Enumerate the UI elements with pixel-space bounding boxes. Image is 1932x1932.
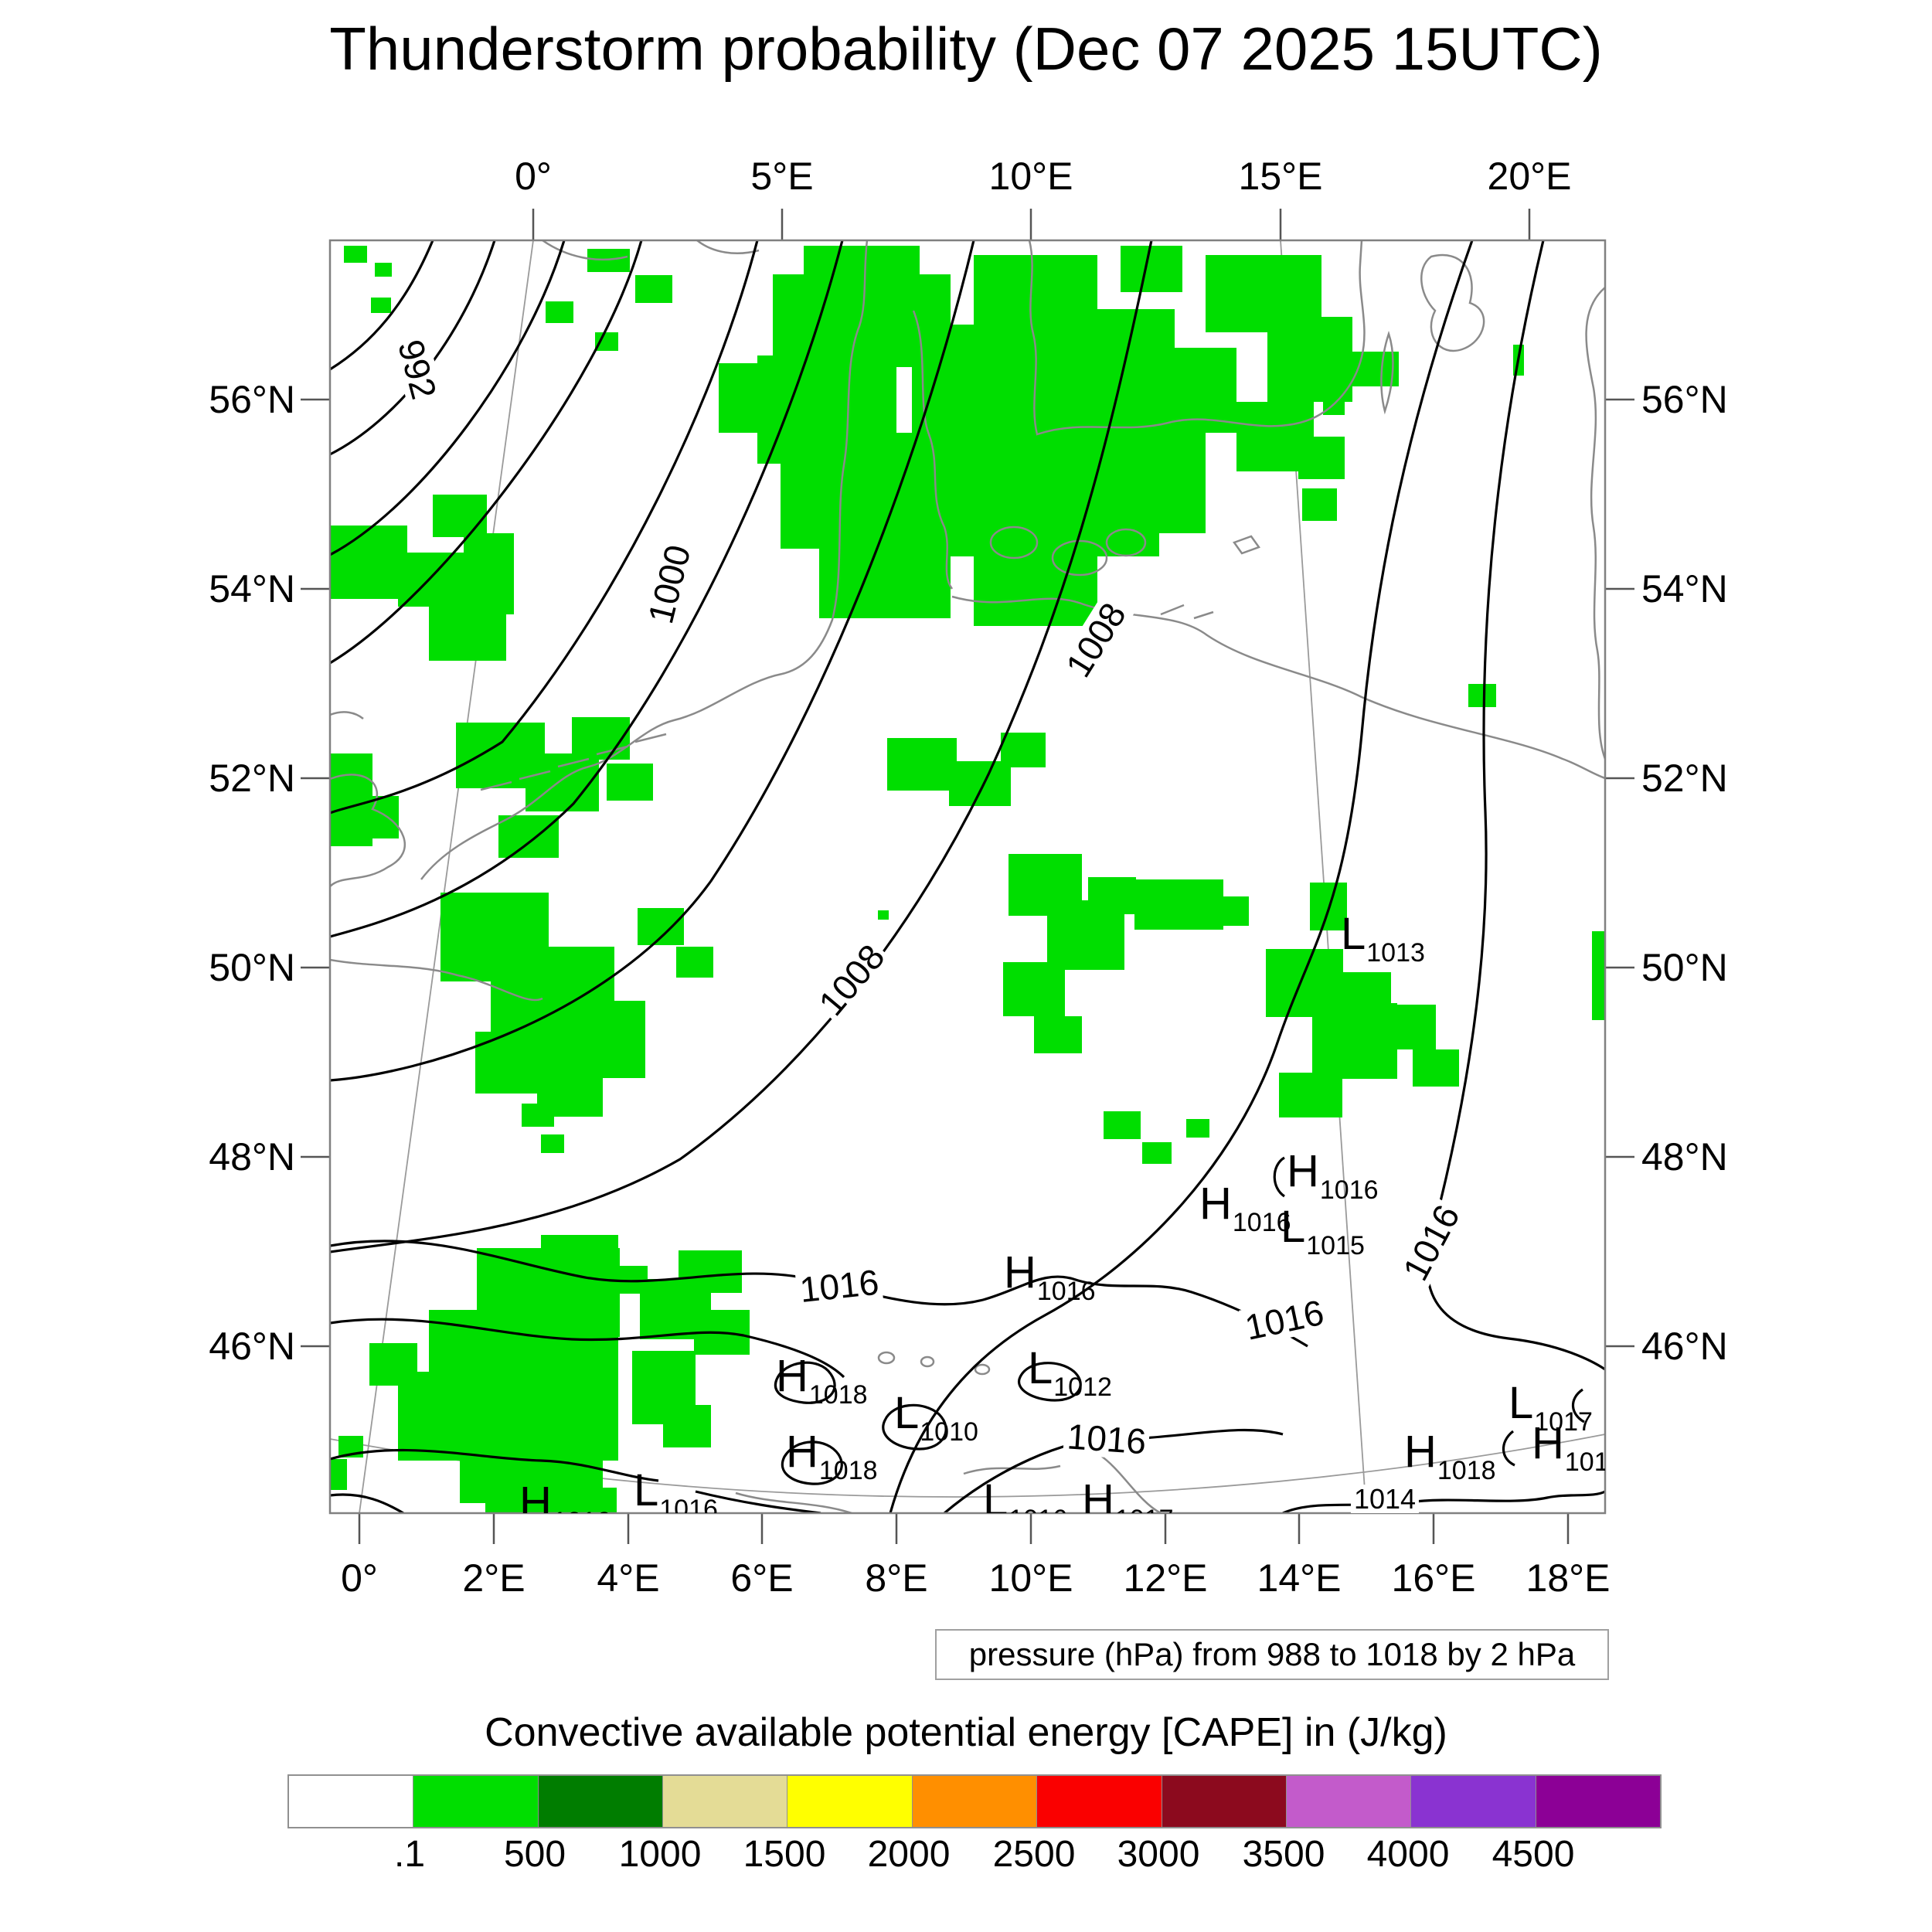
bottom-axis-label: 4°E [597, 1556, 660, 1600]
pressure-marker: H1016 [1004, 1247, 1096, 1306]
pressure-marker: L1015 [1281, 1202, 1365, 1260]
pressure-marker: H1016 [519, 1478, 611, 1514]
isobar-label: 1016 [1063, 1416, 1151, 1461]
colorbar-tick-label: 4000 [1366, 1834, 1450, 1875]
left-axis-label: 52°N [209, 757, 295, 800]
top-axis-label: 0° [515, 155, 552, 198]
top-axis-label: 20°E [1487, 155, 1572, 198]
isobar-label: 1000 [640, 538, 698, 631]
bottom-axis-label: 10°E [988, 1556, 1073, 1600]
left-axis-label: 56°N [209, 378, 295, 421]
isobar-label: 992 [390, 332, 444, 406]
colorbar-tick-label: 3500 [1242, 1834, 1325, 1875]
isobar-label: 1008 [1057, 594, 1134, 686]
colorbar-tick-label: 2500 [992, 1834, 1076, 1875]
colorbar-cell [538, 1776, 664, 1827]
isobar-label: 1016 [794, 1262, 884, 1310]
colorbar-tick-label: 500 [503, 1834, 566, 1875]
top-axis-label: 5°E [750, 155, 814, 198]
pressure-marker: H1018 [1532, 1418, 1605, 1477]
bottom-axis-label: 12°E [1123, 1556, 1208, 1600]
bottom-axis-label: 0° [341, 1556, 378, 1600]
top-axis-label: 15°E [1238, 155, 1323, 198]
pressure-marker: H1018 [1404, 1427, 1496, 1485]
pressure-marker: L1017 [1509, 1378, 1593, 1437]
colorbar-cell [1411, 1776, 1536, 1827]
cape-green-overlay [330, 246, 1605, 1513]
left-axis-label: 50°N [209, 946, 295, 989]
colorbar-cell [663, 1776, 788, 1827]
colorbar-cell [1162, 1776, 1287, 1827]
pressure-marker: H1016 [1199, 1179, 1291, 1237]
pressure-marker: H1018 [786, 1427, 878, 1485]
bottom-axis-label: 2°E [462, 1556, 526, 1600]
colorbar-cell [912, 1776, 1038, 1827]
axis-ticks [301, 209, 1634, 1544]
isobar-label: 1008 [810, 935, 893, 1025]
pressure-marker: L1016 [634, 1465, 718, 1514]
bottom-axis-label: 18°E [1526, 1556, 1611, 1600]
coastlines [330, 240, 1605, 1513]
colorbar-tick-label: 1000 [618, 1834, 702, 1875]
right-axis-label: 46°N [1641, 1325, 1728, 1368]
page-title: Thunderstorm probability (Dec 07 2025 15… [329, 15, 1603, 83]
pressure-marker: L1013 [1341, 909, 1425, 968]
bottom-axis-label: 14°E [1257, 1556, 1342, 1600]
isobar-label: 1014 [1350, 1485, 1420, 1513]
colorbar-cell [1037, 1776, 1162, 1827]
bottom-axis-label: 8°E [865, 1556, 928, 1600]
colorbar-cell [289, 1776, 414, 1827]
colorbar-cell [787, 1776, 913, 1827]
cape-colorbar [287, 1774, 1662, 1828]
right-axis-label: 50°N [1641, 946, 1728, 989]
bottom-axis-label: 6°E [730, 1556, 794, 1600]
right-axis-label: 56°N [1641, 378, 1728, 421]
colorbar-cell [413, 1776, 539, 1827]
top-axis-label: 10°E [988, 155, 1073, 198]
pressure-marker: H1018 [776, 1351, 868, 1410]
map-frame [328, 239, 1607, 1515]
pressure-marker: L1012 [1028, 1343, 1112, 1402]
colorbar-tick-label: .1 [393, 1834, 426, 1875]
right-axis-label: 52°N [1641, 757, 1728, 800]
isobar-label: 1016 [1394, 1196, 1468, 1290]
pressure-note: pressure (hPa) from 988 to 1018 by 2 hPa [935, 1629, 1609, 1680]
pressure-marker: L1016 [983, 1475, 1067, 1514]
right-axis-label: 48°N [1641, 1135, 1728, 1179]
left-axis-label: 54°N [209, 567, 295, 611]
colorbar-cell [1536, 1776, 1660, 1827]
colorbar-cell [1286, 1776, 1412, 1827]
right-axis-label: 54°N [1641, 567, 1728, 611]
left-axis-label: 46°N [209, 1325, 295, 1368]
bottom-axis-label: 16°E [1391, 1556, 1476, 1600]
colorbar-tick-label: 3000 [1117, 1834, 1200, 1875]
legend-title: Convective available potential energy [C… [485, 1710, 1447, 1755]
isobar-label: 1016 [1239, 1292, 1330, 1348]
map-area: 992 1000 1008 1008 1016 1016 1016 1016 1… [330, 240, 1605, 1513]
colorbar-tick-label: 1500 [743, 1834, 826, 1875]
pressure-marker: H1016 [1287, 1146, 1379, 1205]
colorbar-tick-label: 4500 [1492, 1834, 1575, 1875]
pressure-marker: L1010 [894, 1388, 978, 1447]
pressure-marker: H1017 [1082, 1475, 1174, 1514]
left-axis-label: 48°N [209, 1135, 295, 1179]
colorbar-tick-label: 2000 [867, 1834, 951, 1875]
